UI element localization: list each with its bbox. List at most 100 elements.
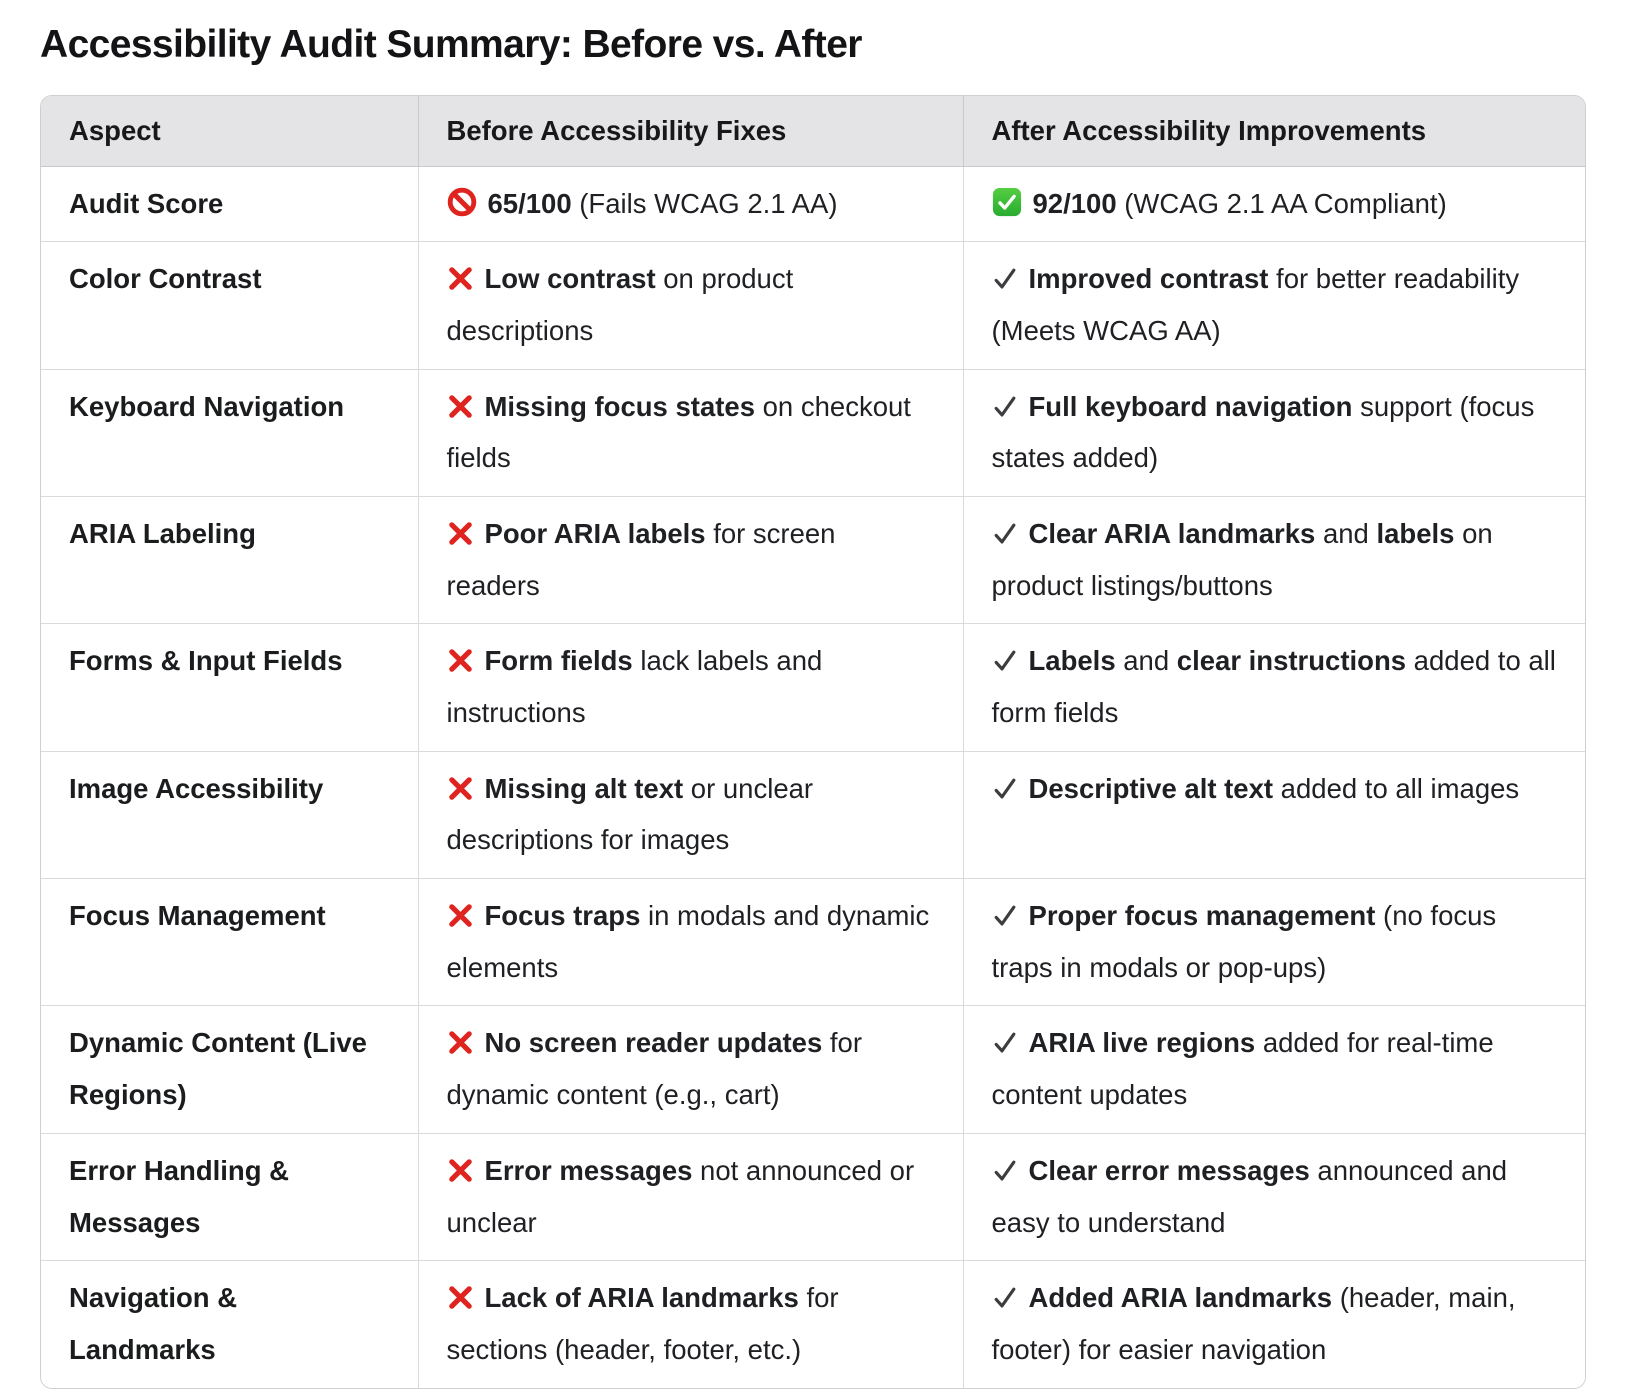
text-segment: Poor ARIA labels	[484, 517, 706, 549]
aspect-cell: Navigation & Landmarks	[41, 1260, 418, 1388]
no-entry-icon	[447, 187, 477, 217]
aspect-cell: Focus Management	[41, 878, 418, 1006]
text-segment: ARIA live regions	[1028, 1027, 1256, 1059]
aspect-cell: Image Accessibility	[41, 750, 418, 879]
text-segment: added to all images	[1273, 772, 1520, 804]
text-segment: and	[1115, 645, 1177, 677]
check-icon	[992, 776, 1018, 802]
check-icon	[992, 266, 1018, 292]
after-cell: Clear ARIA landmarks and labels on produ…	[962, 495, 1585, 624]
text-segment: Added ARIA landmarks	[1028, 1282, 1333, 1314]
page-title: Accessibility Audit Summary: Before vs. …	[40, 23, 862, 66]
text-segment: Lack of ARIA landmarks	[484, 1282, 799, 1314]
text-segment: (header, main, footer) for easier naviga…	[991, 1282, 1516, 1365]
table-row: Error Handling & Messages Error messages …	[41, 1132, 1585, 1261]
text-segment: (no focus traps in modals or pop-ups)	[991, 900, 1497, 983]
aspect-cell: Color Contrast	[41, 241, 418, 370]
before-cell: Missing focus states on checkout fields	[417, 368, 963, 497]
text-segment: for sections (header, footer, etc.)	[446, 1282, 839, 1365]
text-segment: and	[1315, 517, 1377, 549]
table-row: Focus Management Focus traps in modals an…	[41, 878, 1585, 1006]
table-body: Audit Score 65/100 (Fails WCAG 2.1 AA) 92/…	[41, 166, 1585, 1388]
text-segment: Missing focus states	[484, 390, 756, 422]
table-row: Dynamic Content (Live Regions) No screen …	[41, 1005, 1585, 1134]
table-header: Aspect Before Accessibility Fixes After …	[41, 95, 1585, 167]
text-segment: for screen readers	[446, 517, 836, 601]
audit-summary-table: Aspect Before Accessibility Fixes After …	[41, 95, 1585, 1388]
before-cell: 65/100 (Fails WCAG 2.1 AA)	[417, 166, 963, 242]
before-cell: Poor ARIA labels for screen readers	[417, 495, 963, 624]
aspect-cell: Audit Score	[41, 166, 418, 242]
after-cell: Full keyboard navigation support (focus …	[962, 368, 1585, 497]
text-segment: added to all form fields	[991, 645, 1556, 729]
table-row: Image Accessibility Missing alt text or u…	[41, 750, 1585, 879]
text-segment: Clear error messages	[1028, 1154, 1310, 1186]
text-segment: Labels	[1028, 645, 1116, 677]
text-segment: Improved contrast	[1028, 263, 1269, 295]
red-cross-icon	[447, 902, 474, 929]
text-segment: announced and easy to understand	[991, 1154, 1508, 1238]
column-header-after: After Accessibility Improvements	[962, 95, 1585, 167]
text-segment: added for real-time content updates	[991, 1027, 1494, 1111]
text-segment: 92/100	[1032, 187, 1117, 219]
check-icon	[992, 394, 1018, 420]
before-cell: Low contrast on product descriptions	[417, 241, 963, 370]
check-icon	[992, 1158, 1018, 1184]
before-cell: Missing alt text or unclear descriptions…	[417, 750, 963, 879]
table-row: ARIA Labeling Poor ARIA labels for screen…	[41, 495, 1585, 624]
text-segment: in modals and dynamic elements	[446, 900, 930, 983]
text-segment: Clear ARIA landmarks	[1028, 517, 1316, 549]
text-segment: labels	[1376, 517, 1455, 549]
text-segment: Low contrast	[484, 263, 656, 295]
after-cell: Labels and clear instructions added to a…	[962, 623, 1585, 752]
red-cross-icon	[447, 265, 474, 292]
check-icon	[992, 903, 1018, 929]
red-cross-icon	[447, 393, 474, 420]
text-segment: 65/100	[487, 187, 572, 219]
after-cell: Proper focus management (no focus traps …	[962, 878, 1585, 1006]
audit-summary-table-container: Aspect Before Accessibility Fixes After …	[40, 94, 1586, 1389]
text-segment: Missing alt text	[484, 772, 684, 804]
after-cell: Improved contrast for better readability…	[962, 241, 1585, 370]
red-cross-icon	[447, 520, 474, 547]
before-cell: No screen reader updates for dynamic con…	[417, 1005, 963, 1134]
text-segment: Error messages	[484, 1154, 693, 1186]
aspect-cell: ARIA Labeling	[41, 495, 418, 624]
red-cross-icon	[447, 1284, 474, 1311]
text-segment: not announced or unclear	[446, 1154, 915, 1238]
red-cross-icon	[447, 1029, 474, 1056]
text-segment: Full keyboard navigation	[1028, 390, 1353, 422]
red-cross-icon	[447, 647, 474, 674]
check-icon	[992, 1030, 1018, 1056]
column-header-before: Before Accessibility Fixes	[417, 95, 963, 167]
text-segment: Descriptive alt text	[1028, 772, 1274, 804]
after-cell: Descriptive alt text added to all images	[962, 750, 1585, 879]
aspect-cell: Error Handling & Messages	[41, 1132, 418, 1261]
text-segment: Focus traps	[484, 900, 641, 932]
check-icon	[992, 521, 1018, 547]
before-cell: Lack of ARIA landmarks for sections (hea…	[417, 1260, 963, 1388]
text-segment: clear instructions	[1176, 645, 1407, 677]
text-segment: for better readability (Meets WCAG AA)	[991, 263, 1520, 346]
aspect-cell: Dynamic Content (Live Regions)	[41, 1005, 418, 1134]
text-segment: (Fails WCAG 2.1 AA)	[571, 187, 838, 219]
text-segment: or unclear descriptions for images	[446, 772, 814, 856]
after-cell: ARIA live regions added for real-time co…	[962, 1005, 1585, 1134]
text-segment: Proper focus management	[1028, 900, 1376, 932]
before-cell: Focus traps in modals and dynamic elemen…	[417, 878, 963, 1006]
check-icon	[992, 1285, 1018, 1311]
table-row: Audit Score 65/100 (Fails WCAG 2.1 AA) 92/…	[41, 166, 1585, 242]
text-segment: for dynamic content (e.g., cart)	[446, 1027, 863, 1111]
text-segment: support (focus states added)	[991, 390, 1535, 474]
header-row: Aspect Before Accessibility Fixes After …	[41, 95, 1585, 167]
after-cell: 92/100 (WCAG 2.1 AA Compliant)	[962, 166, 1585, 242]
text-segment: on product listings/buttons	[991, 517, 1493, 601]
text-segment: lack labels and instructions	[446, 645, 823, 729]
column-header-aspect: Aspect	[41, 95, 418, 167]
table-row: Keyboard Navigation Missing focus states …	[41, 368, 1585, 497]
green-check-icon	[992, 187, 1022, 217]
red-cross-icon	[447, 1157, 474, 1184]
after-cell: Clear error messages announced and easy …	[962, 1132, 1585, 1261]
text-segment: on checkout fields	[446, 390, 911, 474]
